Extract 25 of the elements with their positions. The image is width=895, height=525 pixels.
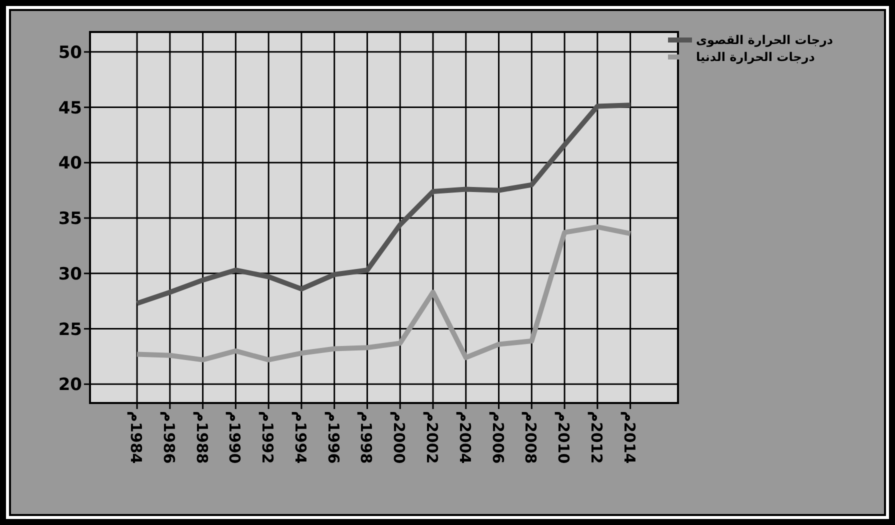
legend-label: درجات الحرارة الدنيا <box>696 50 815 64</box>
legend-label: درجات الحرارة القصوى <box>696 33 834 47</box>
x-tick-label: 1996م <box>324 411 342 464</box>
x-tick-label: 1994م <box>291 411 310 464</box>
x-tick-label: 2006م <box>488 411 507 464</box>
y-tick-label: 40 <box>58 154 82 174</box>
y-tick-label: 45 <box>58 98 82 118</box>
x-tick-label: 1998م <box>357 411 376 464</box>
x-tick-label: 1984م <box>127 411 146 464</box>
x-tick-label: 2004م <box>456 411 474 464</box>
x-tick-label: 2000م <box>390 411 408 464</box>
x-tick-label: 1988م <box>192 411 211 464</box>
x-tick-label: 2012م <box>587 411 606 464</box>
x-tick-label: 2002م <box>423 411 441 464</box>
x-tick-label: 2008م <box>522 411 540 464</box>
x-tick-label: 2010م <box>554 411 573 464</box>
y-tick-label: 35 <box>58 209 82 230</box>
y-tick-label: 50 <box>58 42 82 63</box>
y-tick-label: 25 <box>58 320 82 340</box>
x-tick-label: 2014م <box>620 411 638 464</box>
x-tick-label: 1990م <box>226 411 244 464</box>
y-tick-label: 30 <box>58 264 82 284</box>
y-tick-label: 20 <box>58 375 82 396</box>
x-tick-label: 1986م <box>160 411 178 464</box>
x-tick-label: 1992م <box>258 411 277 464</box>
